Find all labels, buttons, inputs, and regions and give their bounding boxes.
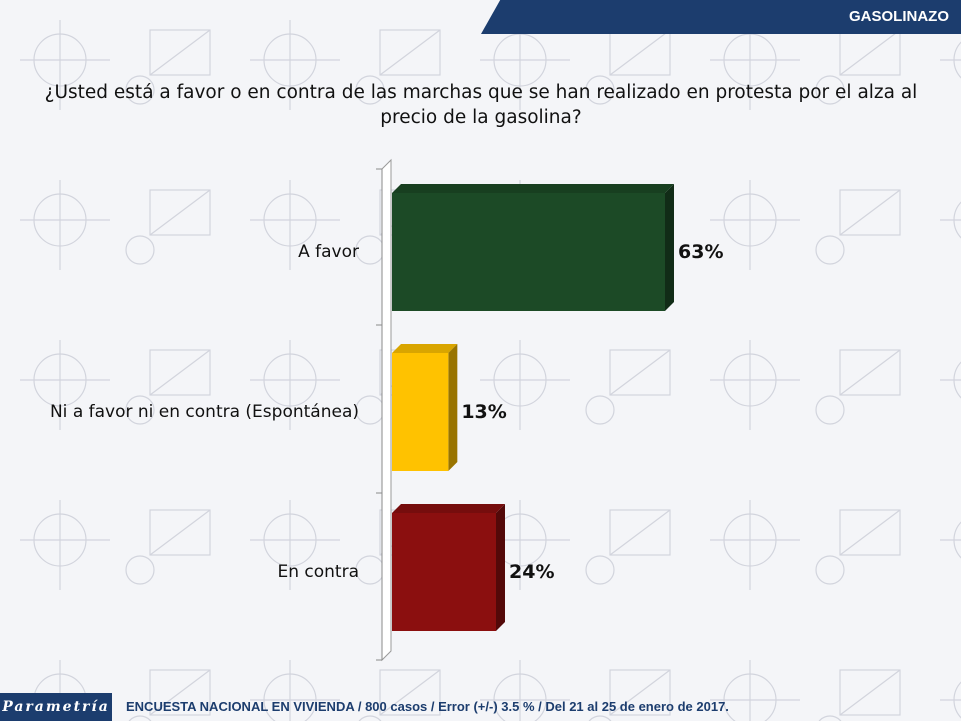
survey-question: ¿Usted está a favor o en contra de las m… xyxy=(44,82,918,128)
footer-survey-note: ENCUESTA NACIONAL EN VIVIENDA / 800 caso… xyxy=(126,699,729,714)
bar-top-0 xyxy=(392,184,674,193)
value-label-2: 24% xyxy=(509,561,555,583)
value-label-1: 13% xyxy=(461,401,507,423)
header-tab xyxy=(481,0,961,34)
bar-1 xyxy=(392,353,449,471)
category-label-2: En contra xyxy=(277,562,359,582)
bar-side-1 xyxy=(448,344,458,471)
section-label: GASOLINAZO xyxy=(849,8,949,25)
bar-2 xyxy=(392,513,496,631)
footer: Parametría ENCUESTA NACIONAL EN VIVIENDA… xyxy=(0,693,961,721)
bar-top-1 xyxy=(392,344,458,353)
bar-side-2 xyxy=(496,504,505,631)
category-label-0: A favor xyxy=(298,242,359,262)
chart-axis-wall xyxy=(381,158,392,662)
value-label-0: 63% xyxy=(678,241,724,263)
bar-0 xyxy=(392,193,665,311)
bar-top-2 xyxy=(392,504,505,513)
footer-brand-logo: Parametría xyxy=(0,693,112,721)
category-label-1: Ni a favor ni en contra (Espontánea) xyxy=(49,402,359,422)
bar-side-0 xyxy=(665,184,674,311)
